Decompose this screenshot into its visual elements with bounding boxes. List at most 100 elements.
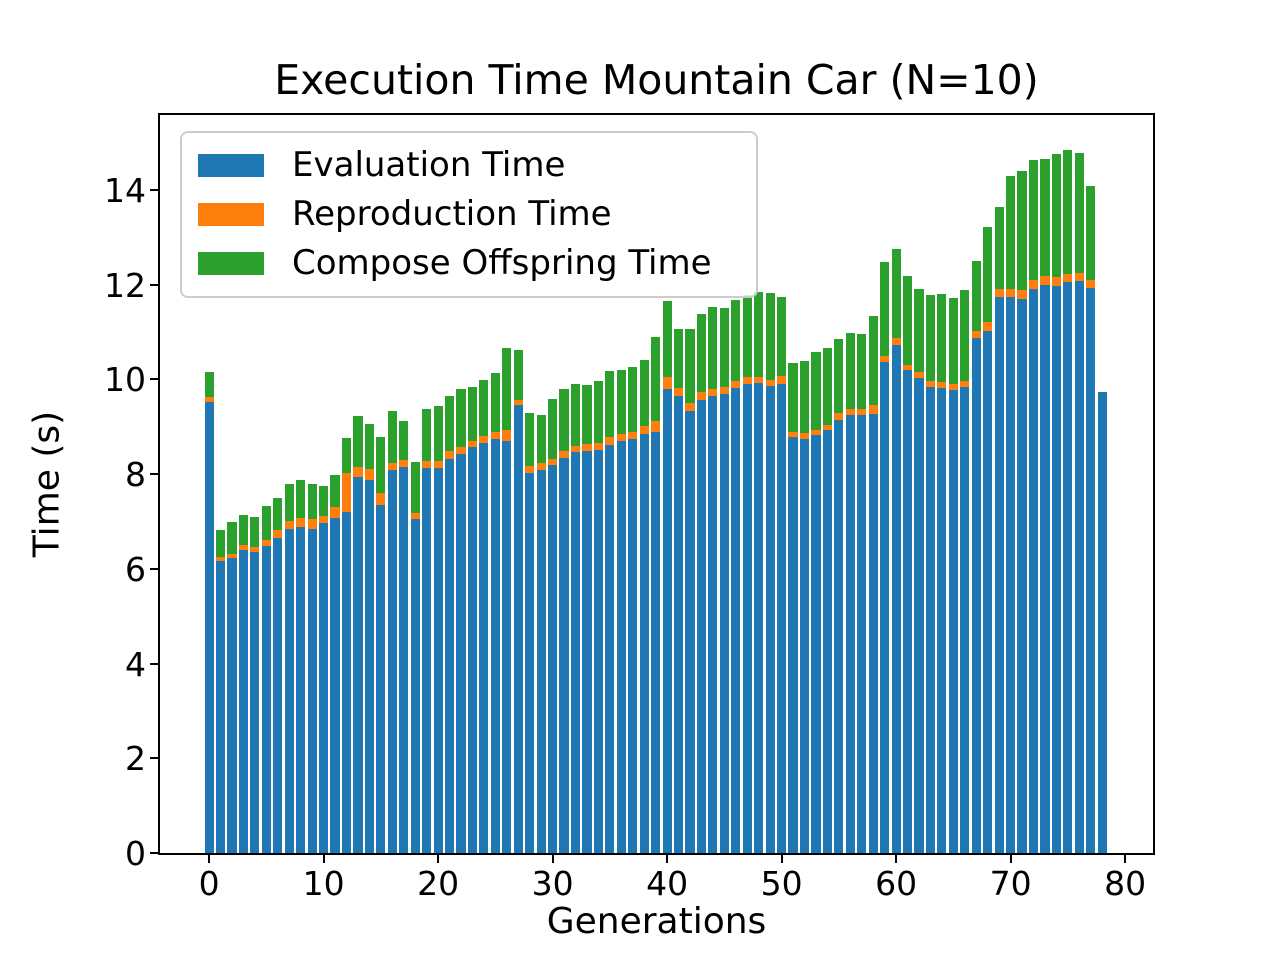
bar-segment-reproduction-time <box>319 516 329 523</box>
bar-segment-evaluation-time <box>353 476 363 853</box>
bar-segment-compose-offspring-time <box>502 348 512 430</box>
x-tick-label-0: 0 <box>198 864 220 903</box>
bar-segment-compose-offspring-time <box>685 328 695 404</box>
bar-gen-47 <box>742 294 752 853</box>
bar-segment-reproduction-time <box>731 381 741 388</box>
y-tick-label-8: 8 <box>125 455 146 495</box>
bar-gen-50 <box>777 297 787 853</box>
bar-segment-compose-offspring-time <box>708 306 718 389</box>
bar-gen-52 <box>799 360 810 853</box>
bar-segment-compose-offspring-time <box>948 297 958 384</box>
bar-segment-reproduction-time <box>422 461 432 468</box>
bar-gen-64 <box>937 293 947 853</box>
bar-segment-evaluation-time <box>822 429 832 853</box>
bar-segment-reproduction-time <box>502 429 512 442</box>
bar-segment-compose-offspring-time <box>731 300 741 382</box>
bar-gen-51 <box>788 362 798 853</box>
bar-segment-reproduction-time <box>296 518 306 528</box>
bar-segment-reproduction-time <box>948 383 958 390</box>
bar-segment-reproduction-time <box>1017 290 1027 299</box>
bar-segment-evaluation-time <box>880 362 890 853</box>
bar-segment-reproduction-time <box>960 381 970 388</box>
bar-gen-78 <box>1097 392 1107 853</box>
bar-gen-56 <box>845 332 855 853</box>
bar-segment-evaluation-time <box>433 467 443 853</box>
bar-segment-compose-offspring-time <box>639 360 649 427</box>
bar-segment-reproduction-time <box>467 440 478 448</box>
bar-segment-evaluation-time <box>456 453 466 853</box>
bar-gen-29 <box>536 414 546 853</box>
bar-gen-72 <box>1028 160 1039 853</box>
bar-segment-reproduction-time <box>971 330 981 338</box>
bar-segment-evaluation-time <box>399 466 409 853</box>
legend-row-compose-offspring: Compose Offspring Time <box>198 244 756 282</box>
x-tick-60 <box>895 853 898 863</box>
bar-segment-reproduction-time <box>341 473 352 513</box>
bar-gen-17 <box>399 420 409 853</box>
bar-segment-evaluation-time <box>204 402 214 853</box>
bar-segment-evaluation-time <box>948 389 958 853</box>
bar-segment-compose-offspring-time <box>341 438 352 474</box>
bar-gen-70 <box>1006 175 1016 853</box>
plot-area: 0 10 20 30 40 50 60 70 80 0 2 4 6 8 10 12 14 Evaluation … <box>104 113 1155 900</box>
y-tick-2 <box>150 757 160 760</box>
bar-segment-reproduction-time <box>685 403 695 412</box>
bar-gen-25 <box>490 373 500 853</box>
bar-segment-reproduction-time <box>250 547 260 553</box>
bar-gen-76 <box>1074 153 1084 853</box>
bar-segment-reproduction-time <box>410 512 420 520</box>
bar-segment-reproduction-time <box>1074 272 1084 282</box>
legend-row-reproduction: Reproduction Time <box>198 195 756 233</box>
bar-segment-compose-offspring-time <box>353 416 363 468</box>
bar-gen-26 <box>502 348 512 853</box>
bar-segment-compose-offspring-time <box>1074 153 1084 273</box>
bar-segment-reproduction-time <box>548 458 558 466</box>
bar-gen-73 <box>1040 158 1050 853</box>
bar-gen-35 <box>605 371 615 853</box>
y-tick-label-10: 10 <box>104 360 146 400</box>
bar-segment-evaluation-time <box>307 528 317 853</box>
bar-segment-compose-offspring-time <box>651 336 661 422</box>
bar-gen-22 <box>456 388 466 853</box>
bar-gen-31 <box>559 388 569 853</box>
y-tick-14 <box>150 189 160 191</box>
bar-segment-reproduction-time <box>696 392 707 400</box>
bar-segment-compose-offspring-time <box>1051 154 1061 278</box>
bar-segment-evaluation-time <box>273 538 283 853</box>
bar-segment-compose-offspring-time <box>307 484 317 520</box>
bar-segment-reproduction-time <box>868 404 878 414</box>
bar-segment-evaluation-time <box>765 385 775 853</box>
bar-segment-compose-offspring-time <box>811 351 821 430</box>
bar-segment-evaluation-time <box>605 444 615 853</box>
bar-gen-6 <box>273 498 283 853</box>
bar-segment-reproduction-time <box>490 431 500 440</box>
bar-segment-compose-offspring-time <box>696 314 707 393</box>
x-tick-30 <box>551 853 554 863</box>
bar-segment-reproduction-time <box>857 409 867 415</box>
bars-layer <box>160 115 1153 853</box>
x-axis-label: Generations <box>546 901 767 942</box>
bar-segment-evaluation-time <box>1097 392 1107 853</box>
bar-gen-23 <box>467 386 478 853</box>
bar-gen-12 <box>341 438 352 853</box>
bar-segment-compose-offspring-time <box>868 315 878 405</box>
y-axis-label: Time (s) <box>26 410 68 558</box>
bar-segment-reproduction-time <box>777 375 787 384</box>
bar-gen-67 <box>971 260 981 853</box>
bar-segment-compose-offspring-time <box>376 437 386 494</box>
bar-segment-evaluation-time <box>261 545 271 853</box>
bar-segment-compose-offspring-time <box>960 290 970 382</box>
bar-segment-compose-offspring-time <box>822 348 832 425</box>
bar-segment-compose-offspring-time <box>1040 158 1050 277</box>
bar-gen-66 <box>960 290 970 853</box>
bar-segment-reproduction-time <box>204 397 214 403</box>
bar-segment-evaluation-time <box>1040 284 1050 853</box>
reproduction-time-swatch-icon <box>198 202 264 226</box>
bar-segment-compose-offspring-time <box>1086 186 1096 280</box>
bar-segment-evaluation-time <box>422 467 432 853</box>
bar-gen-10 <box>319 486 329 853</box>
x-tick-70 <box>1009 853 1012 863</box>
bar-gen-77 <box>1086 186 1096 853</box>
legend-label-evaluation: Evaluation Time <box>292 144 566 185</box>
bar-segment-reproduction-time <box>719 386 729 394</box>
